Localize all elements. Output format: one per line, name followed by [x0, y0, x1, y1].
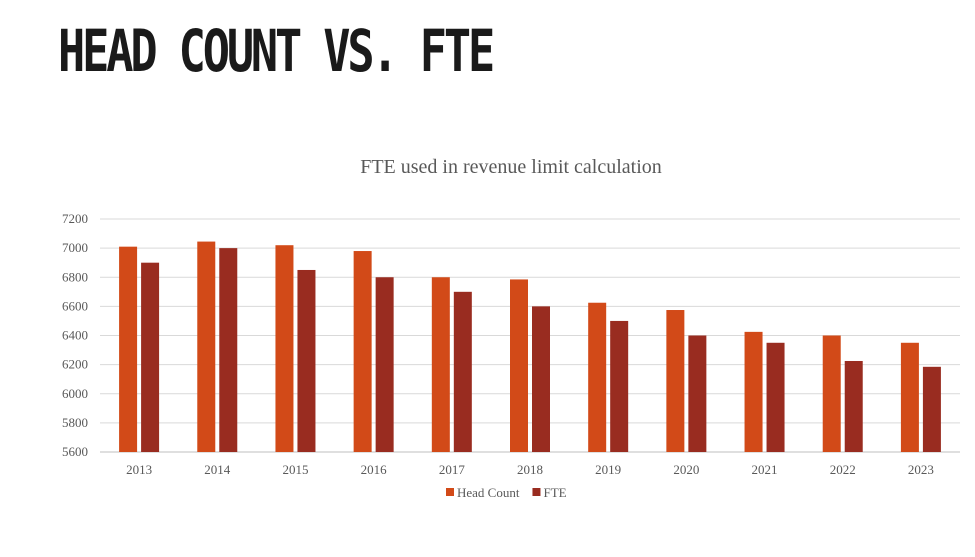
x-tick-label-2019: 2019 — [595, 462, 621, 477]
x-tick-label-2022: 2022 — [830, 462, 856, 477]
bar-head-count-2018 — [510, 279, 528, 452]
bar-fte-2014 — [219, 248, 238, 452]
bar-head-count-2017 — [431, 277, 450, 452]
x-tick-label-2017: 2017 — [439, 462, 466, 477]
bar-head-count-2016 — [353, 251, 372, 452]
bar-head-count-2013 — [119, 246, 138, 452]
bar-fte-2015 — [297, 269, 316, 452]
bar-head-count-2021 — [744, 331, 763, 452]
y-tick-label-6600: 6600 — [62, 298, 88, 313]
y-tick-label-6400: 6400 — [62, 328, 88, 343]
legend-label-fte: FTE — [543, 485, 566, 500]
bar-fte-2019 — [610, 320, 629, 452]
x-tick-label-2021: 2021 — [752, 462, 778, 477]
y-tick-label-6800: 6800 — [62, 269, 88, 284]
y-tick-label-7000: 7000 — [62, 240, 88, 255]
chart-title: FTE used in revenue limit calculation — [360, 156, 662, 178]
y-tick-label-5600: 5600 — [62, 444, 88, 459]
bar-fte-2022 — [844, 360, 863, 452]
y-axis: 5600 5800 6000 6200 6400 6600 6800 7000 7200 — [62, 211, 88, 459]
bar-head-count-2022 — [822, 335, 841, 452]
bar-head-count-2015 — [275, 245, 294, 452]
bar-fte-2017 — [453, 291, 472, 452]
x-tick-label-2013: 2013 — [126, 462, 152, 477]
slide-title: HEAD COUNT VS. FTE — [58, 17, 495, 85]
bar-head-count-2019 — [588, 302, 607, 452]
bar-fte-2021 — [766, 342, 785, 452]
bar-fte-2013 — [141, 262, 160, 452]
x-tick-label-2023: 2023 — [908, 462, 934, 477]
x-tick-label-2018: 2018 — [517, 462, 543, 477]
bars — [119, 241, 941, 452]
bar-head-count-2014 — [197, 241, 216, 452]
bar-head-count-2023 — [900, 342, 919, 452]
bar-fte-2023 — [922, 366, 941, 452]
y-tick-label-6200: 6200 — [62, 357, 88, 372]
x-tick-label-2015: 2015 — [282, 462, 308, 477]
legend-label-head-count: Head Count — [457, 485, 520, 500]
bar-fte-2020 — [688, 335, 707, 452]
bar-fte-2016 — [375, 277, 394, 452]
legend-swatch-fte — [532, 488, 541, 496]
gridlines — [100, 218, 960, 453]
y-tick-label-7200: 7200 — [62, 211, 88, 226]
x-tick-label-2016: 2016 — [361, 462, 388, 477]
x-axis: 2013 2014 2015 2016 2017 2018 2019 2020 2021 2022… — [126, 462, 934, 477]
x-tick-label-2014: 2014 — [204, 462, 231, 477]
legend-swatch-head-count — [446, 488, 454, 496]
bar-head-count-2020 — [666, 310, 685, 452]
x-tick-label-2020: 2020 — [673, 462, 699, 477]
legend: Head Count FTE — [446, 485, 567, 500]
y-tick-label-6000: 6000 — [62, 386, 88, 401]
y-tick-label-5800: 5800 — [62, 415, 88, 430]
bar-fte-2018 — [532, 306, 550, 452]
